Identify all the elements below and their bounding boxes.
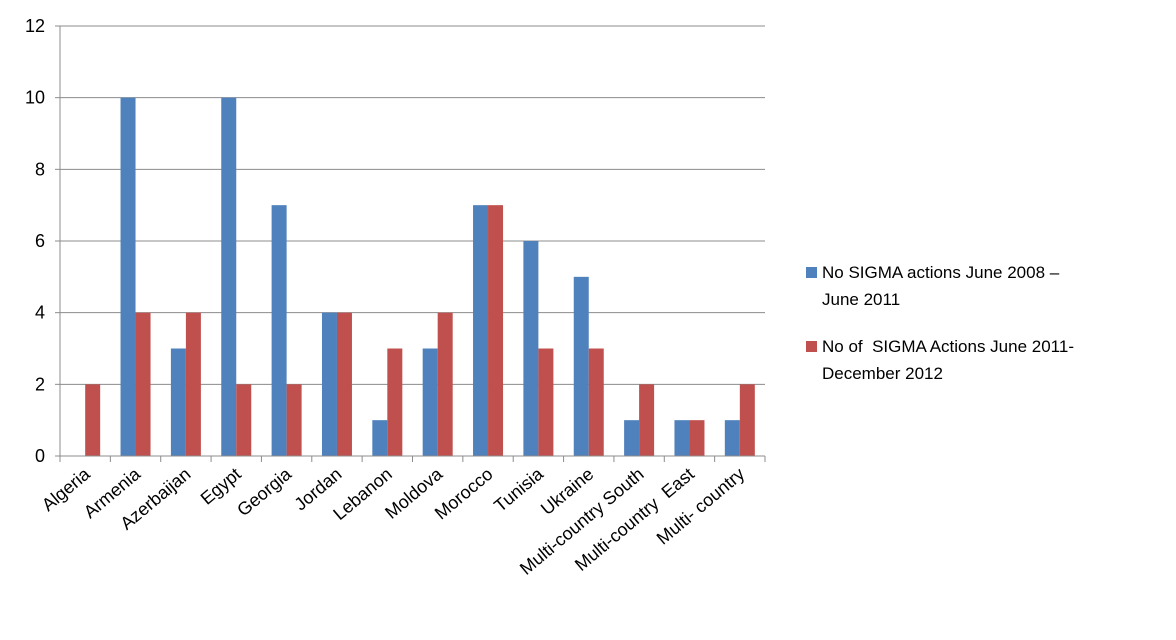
bar-series-1 [573,276,589,456]
bar-series-1 [724,420,740,456]
bar-series-2 [739,384,755,456]
bar-series-2 [336,312,352,456]
bar-series-1 [523,241,539,456]
bar-series-2 [437,312,453,456]
bar-series-1 [170,348,186,456]
bar-series-2 [538,348,554,456]
bar-series-2 [135,312,151,456]
y-tick-label: 2 [35,374,45,394]
x-tick-label: Georgia [233,463,296,520]
x-tick-label: Tunisia [490,463,548,516]
bar-series-2 [689,420,705,456]
legend-label: June 2011 [822,290,900,309]
bar-series-1 [422,348,438,456]
bar-series-2 [286,384,302,456]
legend-label: No SIGMA actions June 2008 – [822,263,1060,282]
bar-series-1 [120,97,136,457]
legend-label: No of SIGMA Actions June 2011- [822,337,1074,356]
legend-swatch [806,267,817,278]
bar-series-1 [473,205,489,456]
y-tick-label: 12 [25,16,45,36]
bar-series-2 [588,348,604,456]
gridlines [60,25,765,385]
bar-series-2 [639,384,655,456]
y-tick-label: 0 [35,446,45,466]
y-tick-label: 8 [35,159,45,179]
y-tick-label: 4 [35,303,45,323]
bar-series-1 [624,420,640,456]
bar-series-1 [221,97,237,457]
bar-series-1 [321,312,337,456]
bar-series-2 [85,384,101,456]
bar-series-1 [372,420,388,456]
bar-series-1 [674,420,690,456]
legend-label: December 2012 [822,364,943,383]
x-tick-label: Multi- country [653,464,749,549]
bar-series-2 [387,348,403,456]
legend: No SIGMA actions June 2008 – June 2011 No … [806,263,1074,383]
bars [85,97,755,457]
legend-swatch [806,341,817,352]
bar-series-2 [488,205,504,456]
y-tick-label: 6 [35,231,45,251]
y-axis: 0 2 4 6 8 10 12 [25,16,61,466]
bar-series-2 [236,384,252,456]
bar-series-1 [271,205,287,456]
y-tick-label: 10 [25,88,45,108]
bar-series-2 [185,312,201,456]
